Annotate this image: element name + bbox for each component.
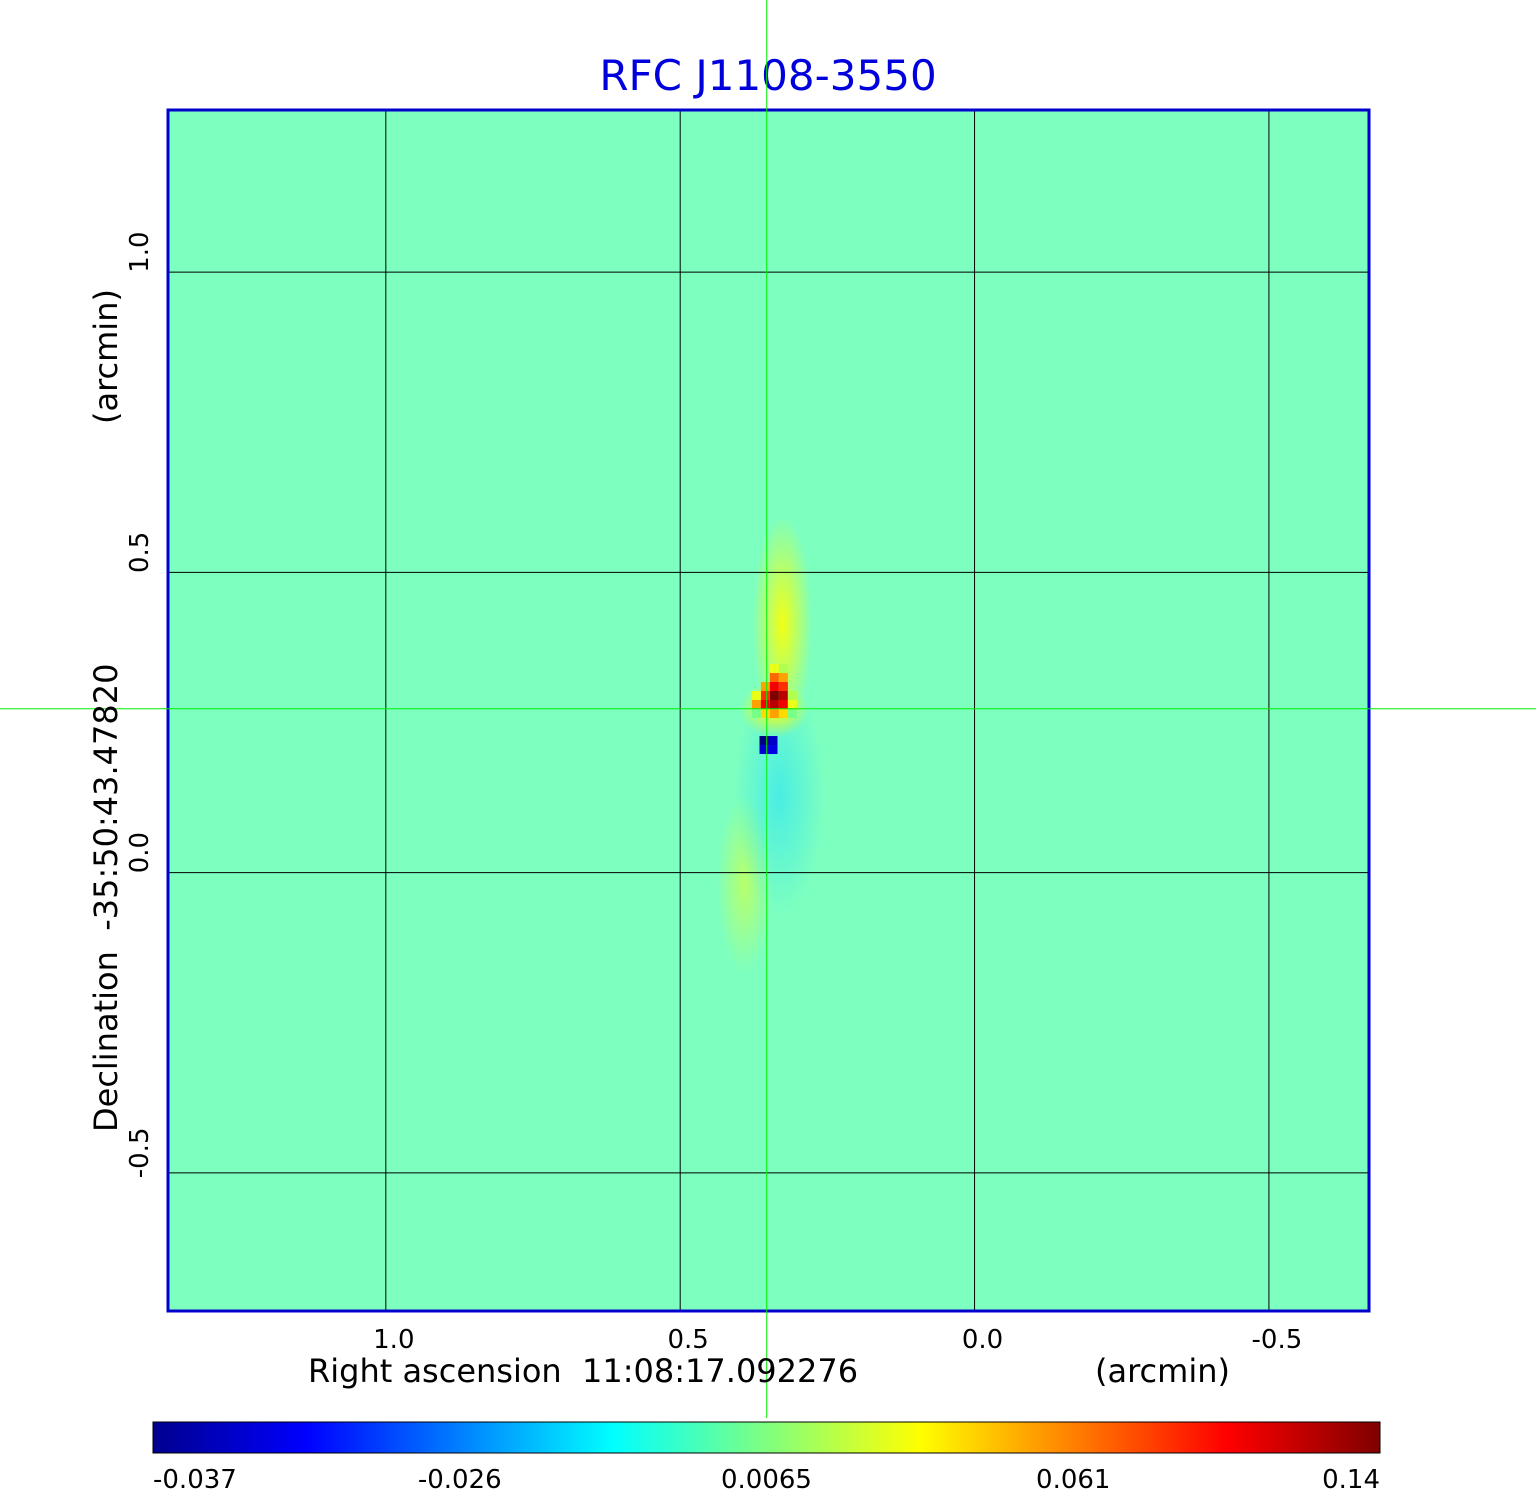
colorbar-tick-label: -0.037 (153, 1465, 237, 1495)
x-tick-label: 0.0 (962, 1325, 1003, 1355)
x-axis-label: Right ascension 11:08:17.092276 (308, 1352, 858, 1390)
heatmap-pixel (769, 708, 779, 718)
heatmap-pixel (778, 672, 788, 682)
y-tick-label: 0.0 (125, 832, 155, 873)
heatmap-pixel (759, 745, 769, 755)
chart-title: RFC J1108-3550 (599, 51, 936, 100)
heatmap-pixel (751, 708, 761, 718)
heatmap-pixel (768, 745, 778, 755)
colorbar-tick-label: 0.0065 (721, 1465, 812, 1495)
heatmap-pixel (787, 699, 797, 709)
heatmap-pixel (787, 690, 797, 700)
heatmap-pixel (778, 663, 788, 673)
heatmap-pixel (760, 699, 770, 709)
plot-frame (166, 108, 1371, 1313)
colorbar-tick-labels: -0.037 -0.026 0.0065 0.061 0.14 (153, 1465, 1380, 1495)
heatmap-features (716, 514, 825, 975)
plot-area (166, 108, 1371, 1313)
y-tick-labels: 1.0 0.5 0.0 -0.5 (125, 231, 155, 1178)
x-tick-label: -0.5 (1252, 1325, 1303, 1355)
heatmap-pixel (778, 699, 788, 709)
heatmap-pixel (769, 681, 779, 691)
y-axis-label: Declination -35:50:43.47820 (87, 664, 125, 1132)
heatmap-pixel (778, 690, 788, 700)
heatmap-pixel (769, 672, 779, 682)
heatmap-pixel (769, 690, 779, 700)
heatmap-pixel (778, 708, 788, 718)
colorbar (152, 1421, 1381, 1454)
x-axis-unit: (arcmin) (1095, 1352, 1230, 1390)
heatmap-pixel (751, 690, 761, 700)
grid-lines (168, 110, 1369, 1311)
y-axis-unit: (arcmin) (87, 289, 125, 424)
negative-lobe (734, 674, 825, 915)
colorbar-tick-label: -0.026 (418, 1465, 502, 1495)
heatmap-pixel (787, 708, 797, 718)
heatmap-pixel (759, 736, 769, 746)
heatmap-pixel (760, 690, 770, 700)
x-tick-label: 1.0 (373, 1325, 414, 1355)
y-tick-label: 0.5 (125, 532, 155, 573)
heatmap-pixel (778, 681, 788, 691)
heatmap-pixel (769, 699, 779, 709)
heatmap-pixel (751, 699, 761, 709)
y-tick-label: 1.0 (125, 231, 155, 272)
heatmap-pixel (768, 736, 778, 746)
colorbar-tick-label: 0.14 (1322, 1465, 1380, 1495)
crosshair (0, 0, 1536, 1418)
x-tick-label: 0.5 (668, 1325, 709, 1355)
heatmap-pixel (769, 663, 779, 673)
y-tick-label: -0.5 (125, 1128, 155, 1179)
heatmap-pixel (760, 681, 770, 691)
x-tick-labels: 1.0 0.5 0.0 -0.5 (373, 1325, 1302, 1355)
heatmap-pixel (760, 708, 770, 718)
colorbar-tick-label: 0.061 (1036, 1465, 1110, 1495)
